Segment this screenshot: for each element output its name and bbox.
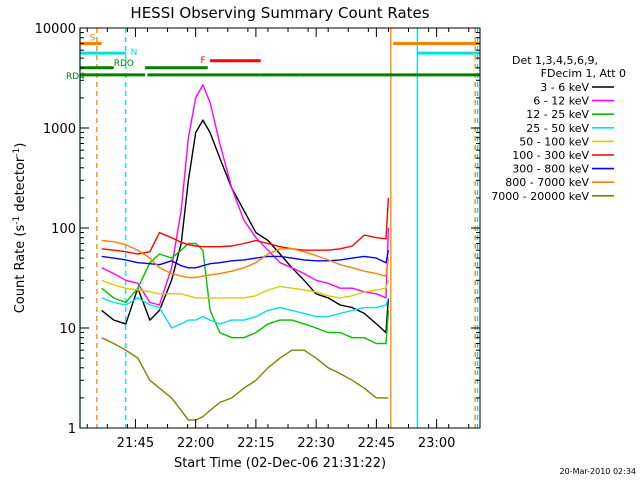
state-bar-label-rdo: RDO [114,59,134,69]
x-tick-label-0: 21:45 [117,436,154,451]
series-line-0 [101,119,390,334]
series-line-5 [101,197,390,255]
x-axis-label: Start Time (02-Dec-06 21:31:22) [174,456,386,471]
state-bar-label-f: F [200,56,205,66]
legend-label-5: 100 - 300 keV [512,149,589,162]
legend-label-7: 800 - 7000 keV [505,176,589,189]
series-line-7 [101,239,390,279]
series-line-4 [101,279,390,299]
state-bar-label-n: N [131,48,138,58]
state-bar-label-s: S [90,33,96,43]
legend-label-2: 12 - 25 keV [526,108,589,121]
x-tick-label-2: 22:15 [237,436,274,451]
y-tick-label-4: 10000 [35,22,76,37]
state-bar-label-rd4: RD4 [66,72,85,82]
legend-header-line-2: FDecim 1, Att 0 [541,67,626,80]
chart-title: HESSI Observing Summary Count Rates [130,4,429,22]
legend-header-line-1: Det 1,3,4,5,6,9, [512,54,598,67]
y-tick-label-0: 1 [68,422,76,437]
y-tick-label-3: 1000 [43,122,76,137]
x-tick-label-5: 23:00 [418,436,455,451]
plot-area: S N F RDO RD4 [66,28,480,428]
x-tick-label-3: 22:30 [297,436,334,451]
x-axis: 21:45 22:00 22:15 22:30 22:45 23:00 [86,28,470,451]
series-line-2 [101,242,390,345]
y-tick-label-1: 10 [59,322,76,337]
series-line-8 [101,337,389,421]
legend-label-1: 6 - 12 keV [533,95,589,108]
legend-label-6: 300 - 800 keV [512,163,589,176]
legend-label-0: 3 - 6 keV [540,81,589,94]
legend-label-3: 25 - 50 keV [526,122,589,135]
y-axis-label: Count Rate (s-1 detector-1) [12,143,28,314]
legend-label-8: 7000 - 20000 keV [491,190,589,203]
timestamp: 20-Mar-2010 02:34 [560,467,637,476]
x-tick-label-4: 22:45 [358,436,395,451]
legend-label-4: 50 - 100 keV [519,135,589,148]
series-line-3 [101,297,390,329]
legend: Det 1,3,4,5,6,9, FDecim 1, Att 0 3 - 6 k… [491,54,626,203]
y-axis: 1 10 100 1000 10000 [35,22,480,437]
series-line-6 [101,250,390,269]
series-line-1 [101,84,390,306]
y-tick-label-2: 100 [51,222,76,237]
x-tick-label-1: 22:00 [177,436,214,451]
